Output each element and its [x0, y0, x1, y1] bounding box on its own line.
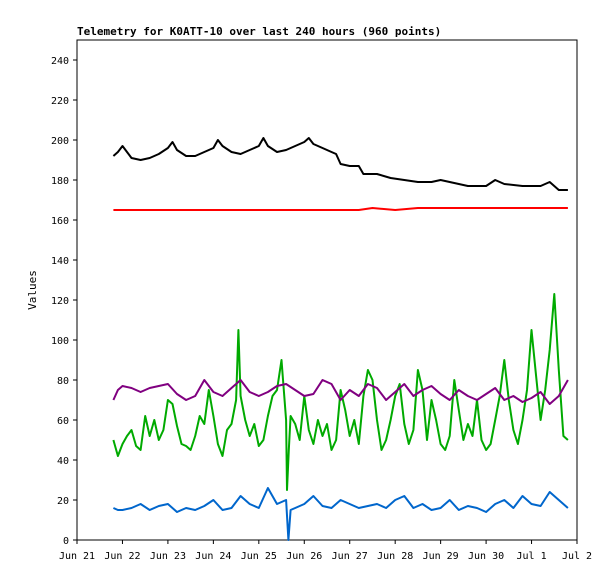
y-tick-label: 60	[57, 416, 69, 427]
x-tick-label: Jun 22	[104, 551, 140, 562]
y-tick-label: 100	[51, 336, 69, 347]
x-tick-label: Jun 24	[195, 551, 231, 562]
series-layer	[112, 137, 569, 541]
series-line-1	[112, 137, 568, 191]
x-axis: Jun 21 Jun 22 Jun 23 Jun 24 Jun 25 Jun 26 Jun …	[59, 540, 592, 562]
y-tick-label: 20	[57, 496, 69, 507]
series-line-5	[112, 487, 569, 541]
y-tick-label: 200	[51, 136, 69, 147]
y-tick-label: 40	[57, 456, 69, 467]
y-tick-label: 0	[63, 536, 69, 547]
y-tick-label: 180	[51, 176, 69, 187]
y-tick-label: 160	[51, 216, 69, 227]
y-axis-label: Values	[26, 270, 39, 310]
y-tick-label: 220	[51, 96, 69, 107]
plot-frame	[76, 39, 578, 541]
x-tick-label: Jun 21	[59, 551, 95, 562]
y-tick-label: 240	[51, 56, 69, 67]
x-tick-label: Jun 25	[241, 551, 277, 562]
x-tick-label: Jul 2	[562, 551, 592, 562]
x-tick-label: Jun 28	[377, 551, 413, 562]
x-tick-label: Jun 23	[150, 551, 186, 562]
series-line-2	[113, 207, 568, 211]
x-tick-label: Jun 27	[332, 551, 368, 562]
y-tick-label: 140	[51, 256, 69, 267]
y-tick-label: 80	[57, 376, 69, 387]
series-line-4	[112, 379, 569, 405]
y-tick-label: 120	[51, 296, 69, 307]
chart-title: Telemetry for K0ATT-10 over last 240 hou…	[77, 25, 441, 38]
y-axis: 0 20 40 60 80 100 120 140 160 180 200 220 240	[51, 56, 77, 547]
x-tick-label: Jun 26	[286, 551, 322, 562]
x-tick-label: Jun 29	[423, 551, 459, 562]
x-tick-label: Jul 1	[516, 551, 546, 562]
series-line-3	[112, 293, 569, 491]
x-tick-label: Jun 30	[468, 551, 504, 562]
